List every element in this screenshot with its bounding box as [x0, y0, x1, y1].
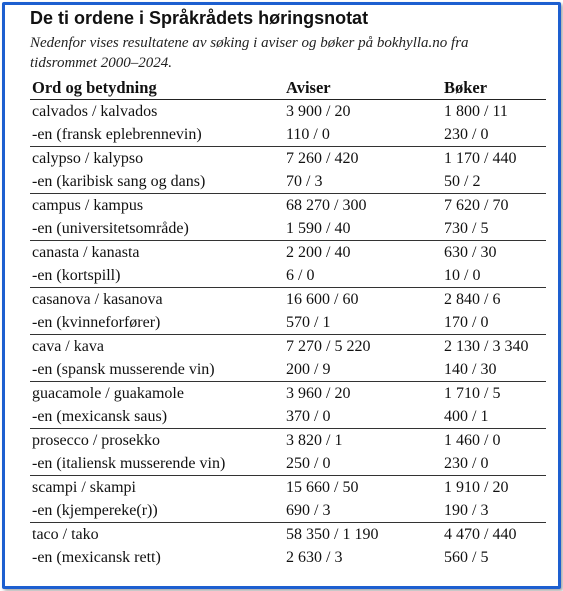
- header-books: Bøker: [442, 77, 546, 100]
- cell-newspapers: 1 590 / 40: [284, 217, 442, 241]
- cell-word: -en (mexicansk saus): [30, 405, 284, 429]
- cell-newspapers: 3 900 / 20: [286, 102, 351, 120]
- cell-books: 1 170 / 440: [444, 149, 517, 167]
- cell-word: -en (universitetsområde): [30, 217, 284, 241]
- cell-word: -en (kjempereke(r)): [30, 499, 284, 523]
- cell-word: calypso / kalypso: [32, 149, 144, 167]
- header-word: Ord og betydning: [30, 77, 284, 100]
- table-row: -en (kortspill) 6 / 0 10 / 0: [30, 264, 546, 288]
- table-row: -en (kjempereke(r)) 690 / 3 190 / 3: [30, 499, 546, 523]
- table-row: prosecco / prosekko 3 820 / 1 1 460 / 0: [30, 429, 546, 453]
- cell-word: -en (kvinneforfører): [30, 311, 284, 335]
- box-title: De ti ordene i Språkrådets høringsnotat: [30, 8, 369, 28]
- cell-newspapers: 2 200 / 40: [286, 243, 351, 261]
- cell-books: 7 620 / 70: [444, 196, 509, 214]
- table-row: -en (mexicansk rett) 2 630 / 3 560 / 5: [30, 546, 546, 569]
- cell-word: guacamole / guakamole: [32, 384, 184, 402]
- cell-newspapers: 570 / 1: [284, 311, 442, 335]
- cell-word: casanova / kasanova: [32, 290, 163, 308]
- cell-word: -en (spansk musserende vin): [30, 358, 284, 382]
- cell-books: 2 840 / 6: [444, 290, 501, 308]
- table-row: -en (fransk eplebrennevin) 110 / 0 230 / 0: [30, 123, 546, 147]
- table-row: taco / tako 58 350 / 1 190 4 470 / 440: [30, 523, 546, 547]
- table-body: calvados / kalvados 3 900 / 20 1 800 / 11 -…: [30, 100, 546, 570]
- header-newspapers: Aviser: [284, 77, 442, 100]
- cell-books: 1 910 / 20: [444, 478, 509, 496]
- cell-word: campus / kampus: [32, 196, 144, 214]
- cell-newspapers: 6 / 0: [284, 264, 442, 288]
- cell-newspapers: 690 / 3: [284, 499, 442, 523]
- cell-books: 4 470 / 440: [444, 525, 517, 543]
- cell-books: 560 / 5: [444, 548, 489, 566]
- table-row: -en (italiensk musserende vin) 250 / 0 230…: [30, 452, 546, 476]
- cell-newspapers: 68 270 / 300: [286, 196, 367, 214]
- table-row: -en (karibisk sang og dans) 70 / 3 50 / 2: [30, 170, 546, 194]
- table-row: casanova / kasanova 16 600 / 60 2 840 / 6: [30, 288, 546, 312]
- cell-newspapers: 16 600 / 60: [286, 290, 359, 308]
- cell-word: -en (mexicansk rett): [32, 548, 161, 566]
- table-row: -en (universitetsområde) 1 590 / 40 730 / …: [30, 217, 546, 241]
- cell-newspapers: 3 960 / 20: [286, 384, 351, 402]
- cell-books: 1 710 / 5: [444, 384, 501, 402]
- box-subtitle: Nedenfor vises resultatene av søking i a…: [30, 35, 469, 71]
- cell-books: 400 / 1: [442, 405, 546, 429]
- cell-books: 2 130 / 3 340: [444, 337, 529, 355]
- cell-newspapers: 2 630 / 3: [286, 548, 343, 566]
- table-row: -en (mexicansk saus) 370 / 0 400 / 1: [30, 405, 546, 429]
- cell-books: 10 / 0: [442, 264, 546, 288]
- cell-books: 190 / 3: [442, 499, 546, 523]
- cell-word: -en (karibisk sang og dans): [30, 170, 284, 194]
- cell-newspapers: 110 / 0: [284, 123, 442, 147]
- cell-books: 1 800 / 11: [444, 102, 508, 120]
- table-row: cava / kava 7 270 / 5 220 2 130 / 3 340: [30, 335, 546, 359]
- cell-newspapers: 200 / 9: [284, 358, 442, 382]
- cell-word: -en (fransk eplebrennevin): [30, 123, 284, 147]
- cell-books: 730 / 5: [442, 217, 546, 241]
- table-row: campus / kampus 68 270 / 300 7 620 / 70: [30, 194, 546, 218]
- cell-word: canasta / kanasta: [32, 243, 140, 261]
- cell-word: taco / tako: [32, 525, 99, 543]
- cell-books: 230 / 0: [442, 452, 546, 476]
- cell-word: cava / kava: [32, 337, 104, 355]
- cell-word: -en (kortspill): [30, 264, 284, 288]
- cell-books: 230 / 0: [442, 123, 546, 147]
- cell-newspapers: 7 260 / 420: [286, 149, 359, 167]
- cell-newspapers: 58 350 / 1 190: [286, 525, 379, 543]
- cell-newspapers: 7 270 / 5 220: [286, 337, 371, 355]
- cell-newspapers: 70 / 3: [284, 170, 442, 194]
- table-header-row: Ord og betydning Aviser Bøker: [30, 77, 546, 100]
- table-row: scampi / skampi 15 660 / 50 1 910 / 20: [30, 476, 546, 500]
- table-row: calvados / kalvados 3 900 / 20 1 800 / 11: [30, 100, 546, 124]
- cell-books: 140 / 30: [442, 358, 546, 382]
- cell-newspapers: 15 660 / 50: [286, 478, 359, 496]
- cell-books: 170 / 0: [442, 311, 546, 335]
- cell-newspapers: 250 / 0: [284, 452, 442, 476]
- cell-books: 1 460 / 0: [444, 431, 501, 449]
- table-row: guacamole / guakamole 3 960 / 20 1 710 / 5: [30, 382, 546, 406]
- cell-word: calvados / kalvados: [32, 102, 158, 120]
- word-frequency-table: Ord og betydning Aviser Bøker calvados /…: [30, 77, 546, 569]
- table-row: calypso / kalypso 7 260 / 420 1 170 / 440: [30, 147, 546, 171]
- cell-word: scampi / skampi: [32, 478, 136, 496]
- cell-word: -en (italiensk musserende vin): [30, 452, 284, 476]
- table-row: -en (kvinneforfører) 570 / 1 170 / 0: [30, 311, 546, 335]
- cell-word: prosecco / prosekko: [32, 431, 160, 449]
- cell-books: 50 / 2: [442, 170, 546, 194]
- table-row: canasta / kanasta 2 200 / 40 630 / 30: [30, 241, 546, 265]
- cell-newspapers: 370 / 0: [284, 405, 442, 429]
- cell-newspapers: 3 820 / 1: [286, 431, 343, 449]
- table-row: -en (spansk musserende vin) 200 / 9 140 / …: [30, 358, 546, 382]
- cell-books: 630 / 30: [444, 243, 497, 261]
